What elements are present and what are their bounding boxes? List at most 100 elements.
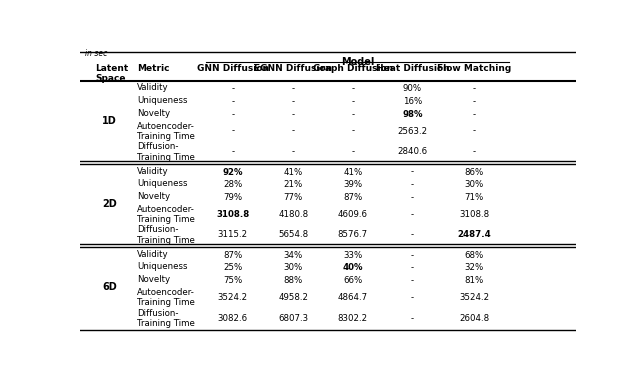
- Text: 33%: 33%: [343, 251, 362, 260]
- Text: 28%: 28%: [223, 180, 243, 189]
- Text: -: -: [411, 314, 414, 322]
- Text: Validity: Validity: [137, 83, 169, 92]
- Text: 6807.3: 6807.3: [278, 314, 308, 322]
- Text: -: -: [411, 231, 414, 240]
- Text: 87%: 87%: [223, 251, 243, 260]
- Text: 1D: 1D: [102, 116, 117, 126]
- Text: 66%: 66%: [343, 276, 362, 285]
- Text: Uniqueness: Uniqueness: [137, 96, 188, 105]
- Text: 5654.8: 5654.8: [278, 231, 308, 240]
- Text: 41%: 41%: [284, 168, 303, 177]
- Text: 34%: 34%: [284, 251, 303, 260]
- Text: -: -: [292, 147, 295, 156]
- Text: -: -: [231, 84, 234, 93]
- Text: -: -: [473, 126, 476, 135]
- Text: 21%: 21%: [284, 180, 303, 189]
- Text: -: -: [292, 97, 295, 106]
- Text: -: -: [231, 110, 234, 119]
- Text: 8302.2: 8302.2: [338, 314, 368, 322]
- Text: 81%: 81%: [465, 276, 484, 285]
- Text: -: -: [351, 147, 355, 156]
- Text: 2604.8: 2604.8: [460, 314, 490, 322]
- Text: 88%: 88%: [284, 276, 303, 285]
- Text: -: -: [351, 84, 355, 93]
- Text: -: -: [411, 168, 414, 177]
- Text: 32%: 32%: [465, 263, 484, 272]
- Text: EGNN Diffusion: EGNN Diffusion: [254, 64, 332, 73]
- Text: -: -: [292, 84, 295, 93]
- Text: 40%: 40%: [342, 263, 363, 272]
- Text: 90%: 90%: [403, 84, 422, 93]
- Text: -: -: [231, 126, 234, 135]
- Text: 2487.4: 2487.4: [458, 231, 491, 240]
- Text: 98%: 98%: [402, 110, 422, 119]
- Text: 3082.6: 3082.6: [218, 314, 248, 322]
- Text: 25%: 25%: [223, 263, 243, 272]
- Text: GNN Diffusion: GNN Diffusion: [196, 64, 269, 73]
- Text: Diffusion-
Training Time: Diffusion- Training Time: [137, 142, 195, 162]
- Text: 86%: 86%: [465, 168, 484, 177]
- Text: 4180.8: 4180.8: [278, 210, 308, 219]
- Text: 87%: 87%: [343, 193, 362, 202]
- Text: in sec: in sec: [85, 50, 108, 58]
- Text: Validity: Validity: [137, 250, 169, 259]
- Text: Autoencoder-
Training Time: Autoencoder- Training Time: [137, 122, 195, 141]
- Text: 2D: 2D: [102, 199, 117, 209]
- Text: 30%: 30%: [284, 263, 303, 272]
- Text: 75%: 75%: [223, 276, 243, 285]
- Text: -: -: [411, 210, 414, 219]
- Text: -: -: [411, 251, 414, 260]
- Text: -: -: [411, 276, 414, 285]
- Text: -: -: [411, 293, 414, 302]
- Text: Novelty: Novelty: [137, 275, 170, 284]
- Text: -: -: [292, 110, 295, 119]
- Text: Novelty: Novelty: [137, 192, 170, 201]
- Text: 71%: 71%: [465, 193, 484, 202]
- Text: 3524.2: 3524.2: [460, 293, 490, 302]
- Text: Heat Diffusion: Heat Diffusion: [376, 64, 449, 73]
- Text: 16%: 16%: [403, 97, 422, 106]
- Text: 79%: 79%: [223, 193, 243, 202]
- Text: -: -: [231, 97, 234, 106]
- Text: Uniqueness: Uniqueness: [137, 262, 188, 272]
- Text: Flow Matching: Flow Matching: [437, 64, 511, 73]
- Text: 4958.2: 4958.2: [278, 293, 308, 302]
- Text: -: -: [351, 97, 355, 106]
- Text: Autoencoder-
Training Time: Autoencoder- Training Time: [137, 205, 195, 224]
- Text: Metric: Metric: [137, 64, 170, 73]
- Text: Validity: Validity: [137, 166, 169, 176]
- Text: -: -: [351, 110, 355, 119]
- Text: 3524.2: 3524.2: [218, 293, 248, 302]
- Text: Uniqueness: Uniqueness: [137, 179, 188, 188]
- Text: 6D: 6D: [102, 282, 117, 292]
- Text: -: -: [473, 97, 476, 106]
- Text: -: -: [473, 147, 476, 156]
- Text: Model: Model: [341, 57, 374, 66]
- Text: Latent
Space: Latent Space: [95, 64, 128, 83]
- Text: -: -: [411, 263, 414, 272]
- Text: -: -: [231, 147, 234, 156]
- Text: 3108.8: 3108.8: [460, 210, 490, 219]
- Text: 39%: 39%: [343, 180, 362, 189]
- Text: -: -: [473, 84, 476, 93]
- Text: 30%: 30%: [465, 180, 484, 189]
- Text: 2563.2: 2563.2: [397, 126, 428, 135]
- Text: 3115.2: 3115.2: [218, 231, 248, 240]
- Text: 92%: 92%: [223, 168, 243, 177]
- Text: -: -: [473, 110, 476, 119]
- Text: 4864.7: 4864.7: [338, 293, 368, 302]
- Text: 8576.7: 8576.7: [338, 231, 368, 240]
- Text: Diffusion-
Training Time: Diffusion- Training Time: [137, 309, 195, 328]
- Text: 41%: 41%: [343, 168, 362, 177]
- Text: Novelty: Novelty: [137, 109, 170, 118]
- Text: Diffusion-
Training Time: Diffusion- Training Time: [137, 225, 195, 245]
- Text: -: -: [292, 126, 295, 135]
- Text: 68%: 68%: [465, 251, 484, 260]
- Text: -: -: [351, 126, 355, 135]
- Text: Graph Diffusion: Graph Diffusion: [313, 64, 393, 73]
- Text: 2840.6: 2840.6: [397, 147, 428, 156]
- Text: 4609.6: 4609.6: [338, 210, 368, 219]
- Text: 3108.8: 3108.8: [216, 210, 250, 219]
- Text: -: -: [411, 180, 414, 189]
- Text: 77%: 77%: [284, 193, 303, 202]
